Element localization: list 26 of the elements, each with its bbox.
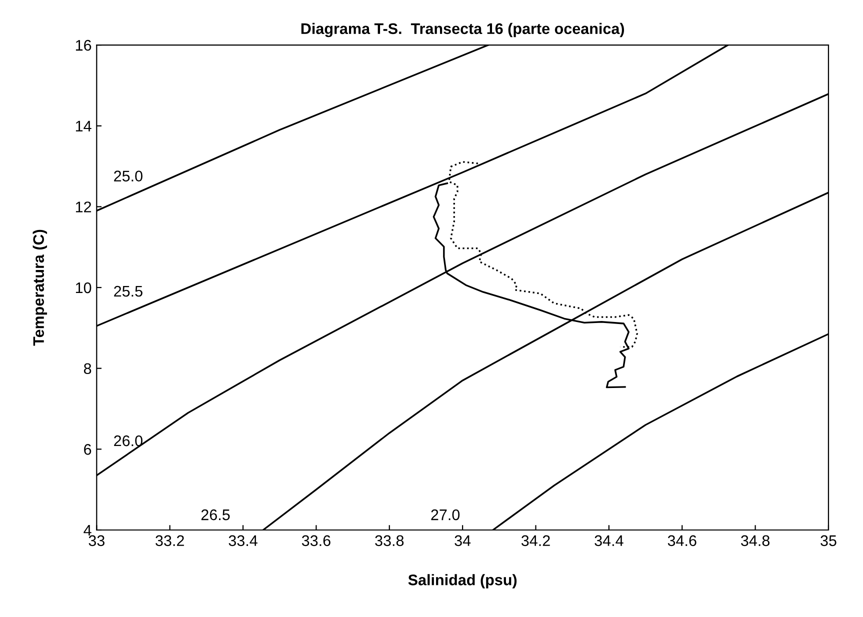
y-tick-label: 10 [76,282,92,294]
x-tick-label: 33.8 [375,535,404,546]
x-tick-label: 33.4 [228,535,258,546]
x-tick-label: 34.4 [594,535,624,546]
y-axis-title: Temperatura (C) [32,230,48,346]
x-axis-title: Salinidad (psu) [408,574,517,588]
text: 26.5 [201,509,230,520]
text: 27.0 [431,509,460,520]
series-label: 25.0 [114,170,142,182]
chart-title: Diagrama T-S. Transecta 16 (parte oceanica) [301,22,624,38]
series-label: 26.0 [114,435,142,446]
y-tick-label: 6 [84,444,92,455]
y-tick-label: 4 [84,525,92,536]
x-tick-label: 33.2 [156,535,184,546]
y-tick-label: 12 [76,202,92,212]
x-tick-label: 33 [88,535,104,546]
x-tick-label: 33.6 [302,535,330,546]
x-tick-label: 34.2 [521,535,550,546]
x-tick-label: 34.6 [668,535,696,546]
y-tick-label: 14 [76,120,92,132]
x-tick-label: 34 [454,535,471,546]
series-label: 25.5 [114,286,142,297]
y-tick-label: 16 [76,40,92,51]
x-tick-label: 35 [820,535,836,546]
y-tick-label: 8 [84,363,92,374]
x-tick-label: 34.8 [741,535,770,546]
